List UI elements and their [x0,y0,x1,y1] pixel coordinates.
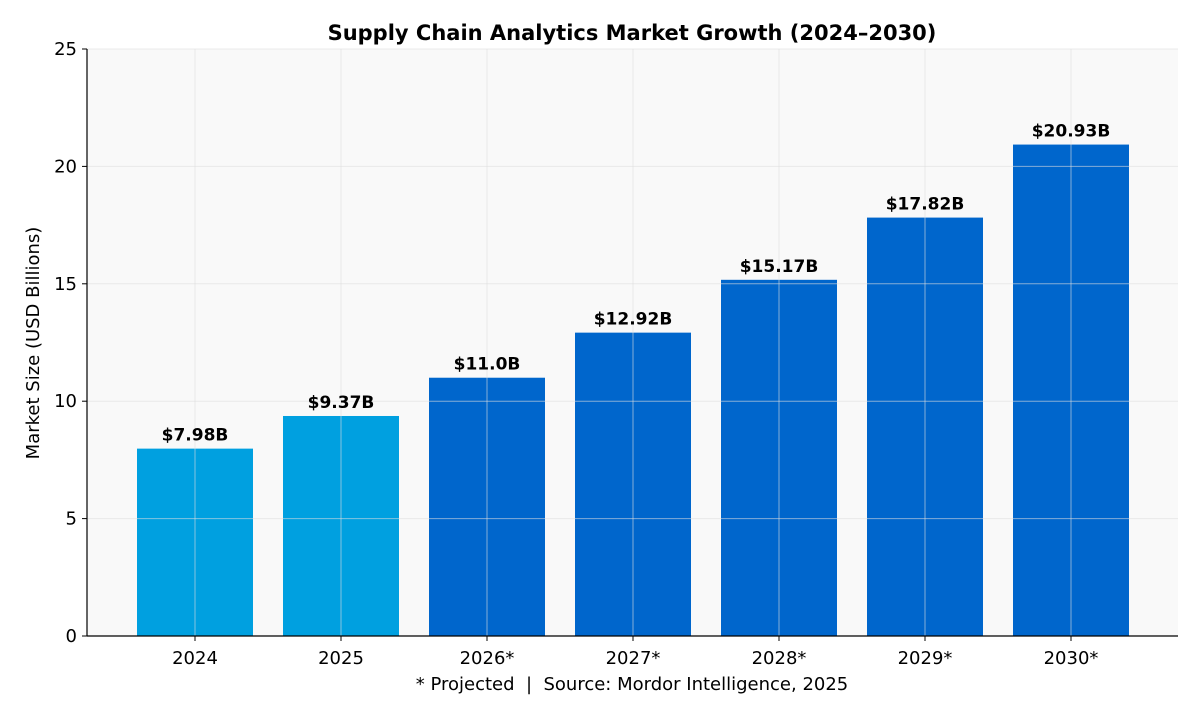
y-tick-label: 10 [54,391,77,412]
x-axis-label: * Projected | Source: Mordor Intelligenc… [416,674,849,695]
y-tick-label: 15 [54,274,77,295]
y-tick-label: 20 [54,156,77,177]
data-label: $20.93B [1032,122,1111,142]
y-axis-ticks: 0 5 10 15 20 25 [54,39,87,647]
data-labels: $7.98B $9.37B $11.0B $12.92B $15.17B $17.82B $… [162,122,1111,446]
chart-title: Supply Chain Analytics Market Growth (20… [328,21,937,45]
data-label: $11.0B [454,355,521,375]
y-axis-label: Market Size (USD Billions) [23,227,44,460]
y-tick-label: 5 [66,509,77,530]
y-tick-label: 25 [54,39,77,60]
data-label: $15.17B [740,257,819,277]
x-tick-label: 2030* [1044,648,1099,669]
x-tick-label: 2024 [172,648,218,669]
x-tick-label: 2027* [606,648,661,669]
y-tick-label: 0 [66,626,77,647]
x-tick-label: 2025 [318,648,364,669]
gridlines [87,48,1178,637]
x-tick-label: 2029* [898,648,953,669]
x-axis-ticks: 2024 2025 2026* 2027* 2028* 2029* 2030* [172,636,1098,669]
x-tick-label: 2028* [752,648,807,669]
data-label: $17.82B [886,195,965,215]
x-tick-label: 2026* [460,648,515,669]
data-label: $7.98B [162,426,229,446]
data-label: $12.92B [594,310,673,330]
data-label: $9.37B [308,393,375,413]
